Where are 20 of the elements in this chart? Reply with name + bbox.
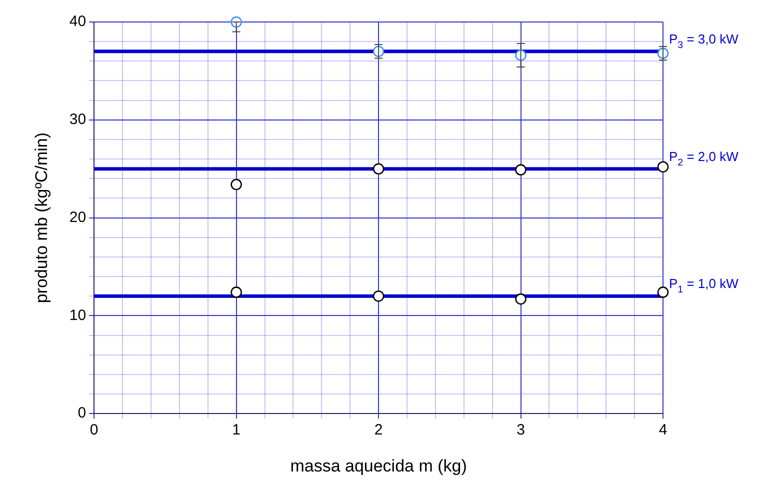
y-tick-label: 40 [69,13,86,30]
x-tick-label: 1 [232,422,240,439]
x-tick-label: 0 [90,422,98,439]
y-tick-label: 20 [69,208,86,226]
point [515,293,526,305]
y-tick-label: 0 [78,404,86,422]
point [515,164,526,176]
x-tick-label: 2 [374,422,383,439]
point [230,178,242,190]
y-axis-title: produto mb (kgºC/min) [32,132,51,304]
y-tick-label: 10 [69,306,86,324]
point [372,290,384,302]
point [372,163,384,174]
point [657,286,669,298]
y-tick-label: 30 [69,111,86,128]
point [230,286,242,298]
x-tick-label: 4 [658,422,668,439]
x-axis-title: massa aquecida m (kg) [290,456,467,476]
x-tick-label: 3 [516,422,525,439]
point [657,161,669,173]
